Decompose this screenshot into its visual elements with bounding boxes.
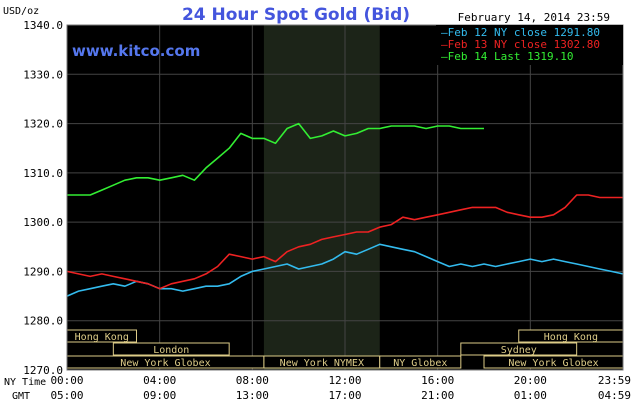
gmt-tick-label: 17:00	[328, 389, 361, 402]
ny-time-tick-label: 16:00	[421, 374, 454, 387]
y-tick-label: 1320.0	[23, 118, 63, 131]
y-tick-label: 1280.0	[23, 315, 63, 328]
ny-time-tick-label: 12:00	[328, 374, 361, 387]
gmt-tick-label: 13:00	[236, 389, 269, 402]
gmt-tick-label: 04:59	[598, 389, 631, 402]
chart-title: 24 Hour Spot Gold (Bid)	[182, 5, 410, 25]
session-label: Hong Kong	[75, 332, 129, 343]
source-label: www.kitco.com	[72, 42, 200, 60]
ny-time-tick-label: 20:00	[514, 374, 547, 387]
shaded-session-region	[263, 25, 380, 370]
series-line-3	[67, 122, 484, 196]
session-label: New York Globex	[508, 358, 598, 369]
series-line-2	[66, 194, 623, 290]
y-tick-label: 1270.0	[23, 364, 63, 377]
legend-entry: —Feb 13 NY close 1302.80	[441, 38, 600, 51]
session-label: New York NYMEX	[280, 358, 364, 369]
session-label: London	[153, 345, 189, 356]
plot-frame	[66, 24, 624, 371]
legend-entry: —Feb 12 NY close 1291.80	[441, 26, 600, 39]
gmt-tick-label: 21:00	[421, 389, 454, 402]
session-label: Hong Kong	[544, 332, 598, 343]
gmt-tick-label: 09:00	[143, 389, 176, 402]
ny-time-label: NY Time	[4, 377, 46, 388]
ny-time-tick-label: 23:59	[598, 374, 631, 387]
ny-time-tick-label: 08:00	[236, 374, 269, 387]
y-tick-label: 1300.0	[23, 216, 63, 229]
session-label: NY Globex	[393, 358, 447, 369]
session-label: Sydney	[501, 345, 537, 356]
gmt-tick-label: 05:00	[50, 389, 83, 402]
x-axis: 00:00 04:00 08:00 12:00 16:00 20:00 23:59 05:00…	[50, 374, 631, 402]
legend-box	[436, 25, 623, 65]
ny-time-tick-label: 04:00	[143, 374, 176, 387]
session-bar	[112, 342, 230, 356]
y-tick-label: 1330.0	[23, 68, 63, 81]
y-tick-label: 1290.0	[23, 265, 63, 278]
trading-sessions: Hong Kong London New York Globex New York N…	[66, 329, 624, 369]
ny-time-tick-label: 00:00	[50, 374, 83, 387]
legend-entry: —Feb 14 Last 1319.10	[441, 50, 573, 63]
session-bar	[460, 342, 578, 356]
price-series	[66, 122, 623, 297]
legend: —Feb 12 NY close 1291.80—Feb 13 NY close…	[436, 25, 623, 65]
gmt-label: GMT	[12, 391, 30, 402]
y-tick-label: 1310.0	[23, 167, 63, 180]
y-axis: 1270.0 1280.0 1290.0 1300.0 1310.0 1320.0 1330…	[23, 19, 63, 377]
session-label: New York Globex	[120, 358, 210, 369]
session-bar	[379, 355, 462, 369]
date-label: February 14, 2014 23:59	[458, 11, 610, 24]
y-tick-label: 1340.0	[23, 19, 63, 32]
gmt-tick-label: 01:00	[514, 389, 547, 402]
y-axis-label: USD/oz	[3, 6, 39, 17]
